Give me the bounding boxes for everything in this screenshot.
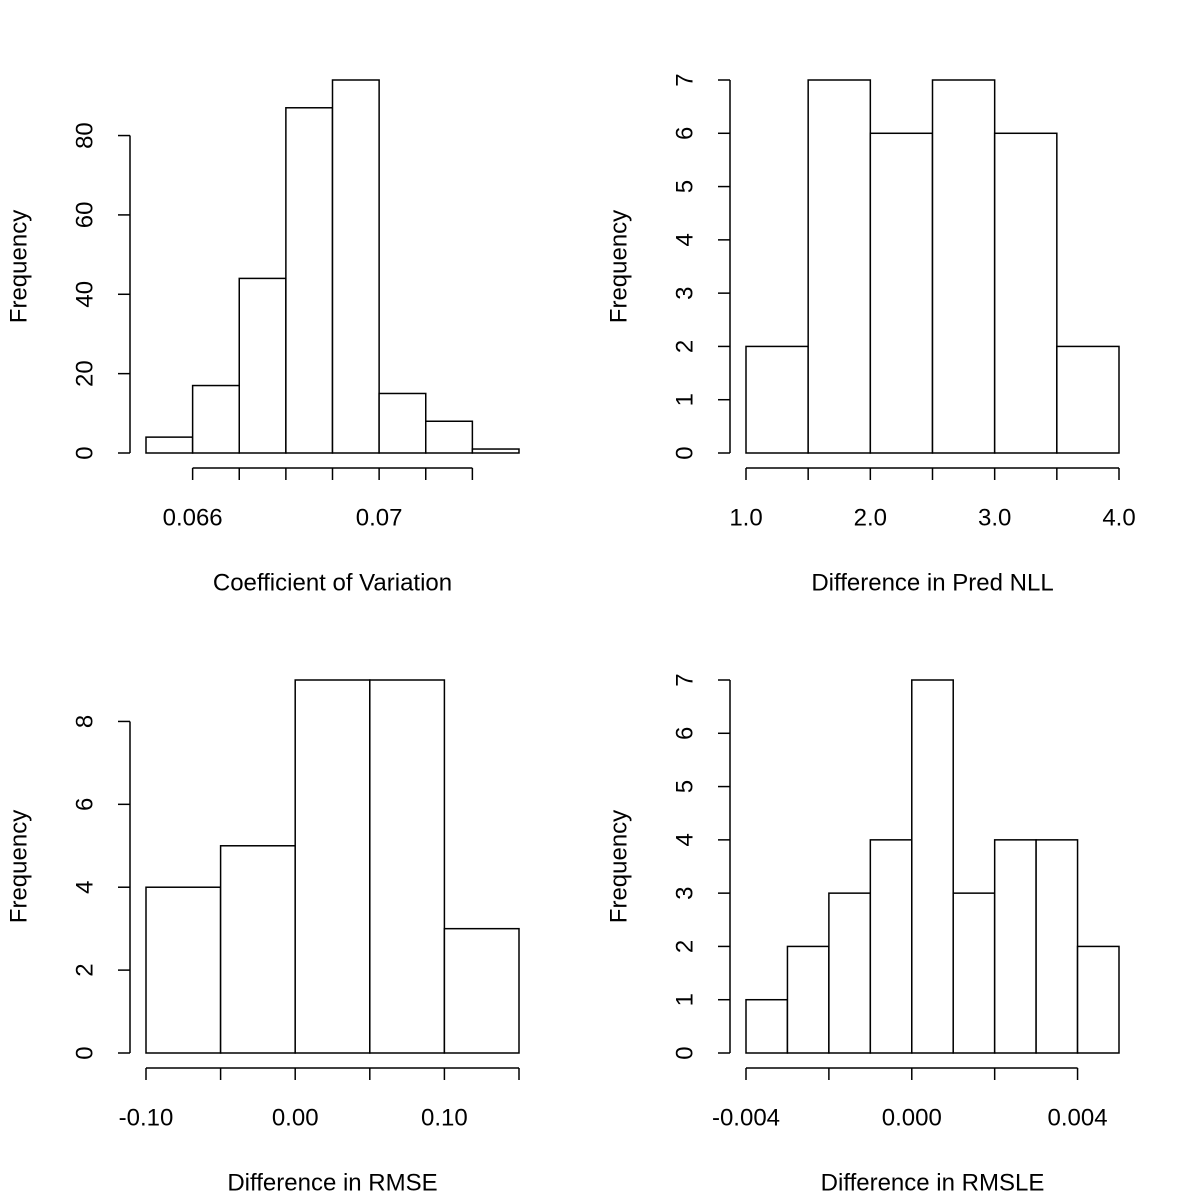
x-tick-label: 0.000 <box>882 1104 942 1131</box>
y-tick-label: 2 <box>671 940 698 953</box>
y-tick-label: 7 <box>671 673 698 686</box>
x-tick-label: -0.10 <box>119 1104 174 1131</box>
y-tick-label: 2 <box>671 340 698 353</box>
bar <box>911 679 954 1054</box>
bar <box>807 79 872 454</box>
bar <box>191 384 240 454</box>
bar <box>219 845 296 1054</box>
y-tick-label: 4 <box>671 833 698 846</box>
y-tick-label: 6 <box>671 127 698 140</box>
bar <box>145 436 194 454</box>
bar <box>993 839 1037 1054</box>
bar <box>145 886 222 1054</box>
x-tick-label: 0.10 <box>421 1104 468 1131</box>
bar <box>745 998 789 1054</box>
y-tick-label: 1 <box>671 393 698 406</box>
y-tick-label: 4 <box>671 233 698 246</box>
bar <box>1076 945 1120 1054</box>
bar <box>1035 839 1079 1054</box>
y-axis-title: Frequency <box>605 810 632 923</box>
y-tick-label: 5 <box>671 180 698 193</box>
x-tick-label: 3.0 <box>978 504 1011 531</box>
x-tick-label: 1.0 <box>729 504 762 531</box>
bar <box>869 132 934 454</box>
y-tick-label: 20 <box>71 360 98 387</box>
y-tick-label: 0 <box>71 446 98 459</box>
x-axis-title: Difference in RMSLE <box>821 1169 1045 1196</box>
x-axis-title: Coefficient of Variation <box>213 569 452 596</box>
y-tick-label: 1 <box>671 993 698 1006</box>
y-axis-title: Frequency <box>5 810 32 923</box>
y-tick-label: 3 <box>671 886 698 899</box>
y-tick-label: 6 <box>71 798 98 811</box>
y-tick-label: 4 <box>71 881 98 894</box>
bar <box>869 839 913 1054</box>
bar <box>285 107 334 454</box>
y-tick-label: 40 <box>71 281 98 308</box>
y-tick-label: 80 <box>71 122 98 149</box>
x-tick-label: -0.004 <box>712 1104 780 1131</box>
bar <box>369 679 446 1054</box>
x-tick-label: 4.0 <box>1102 504 1135 531</box>
bar <box>931 79 996 454</box>
x-axis-title: Difference in Pred NLL <box>811 569 1053 596</box>
y-tick-label: 0 <box>71 1046 98 1059</box>
bar <box>294 679 371 1054</box>
y-tick-label: 60 <box>71 202 98 229</box>
x-tick-label: 0.066 <box>163 504 223 531</box>
bar <box>828 892 872 1054</box>
bar <box>443 927 520 1054</box>
x-tick-label: 2.0 <box>854 504 887 531</box>
y-tick-label: 3 <box>671 286 698 299</box>
x-tick-label: 0.07 <box>356 504 403 531</box>
bar <box>993 132 1058 454</box>
y-tick-label: 6 <box>671 727 698 740</box>
x-tick-label: 0.00 <box>272 1104 319 1131</box>
bar <box>238 277 287 454</box>
bar <box>425 420 474 454</box>
x-axis-title: Difference in RMSE <box>227 1169 437 1196</box>
y-axis-title: Frequency <box>5 210 32 323</box>
y-tick-label: 0 <box>671 1046 698 1059</box>
bar <box>952 892 996 1054</box>
y-tick-label: 0 <box>671 446 698 459</box>
y-tick-label: 2 <box>71 963 98 976</box>
y-tick-label: 5 <box>671 780 698 793</box>
bar <box>745 345 809 454</box>
y-tick-label: 8 <box>71 715 98 728</box>
bar <box>331 79 380 454</box>
x-tick-label: 0.004 <box>1048 1104 1108 1131</box>
y-axis-title: Frequency <box>605 210 632 323</box>
bar <box>378 392 427 454</box>
y-tick-label: 7 <box>671 73 698 86</box>
bar <box>786 945 830 1054</box>
bar <box>1056 345 1120 454</box>
bar <box>471 448 520 454</box>
